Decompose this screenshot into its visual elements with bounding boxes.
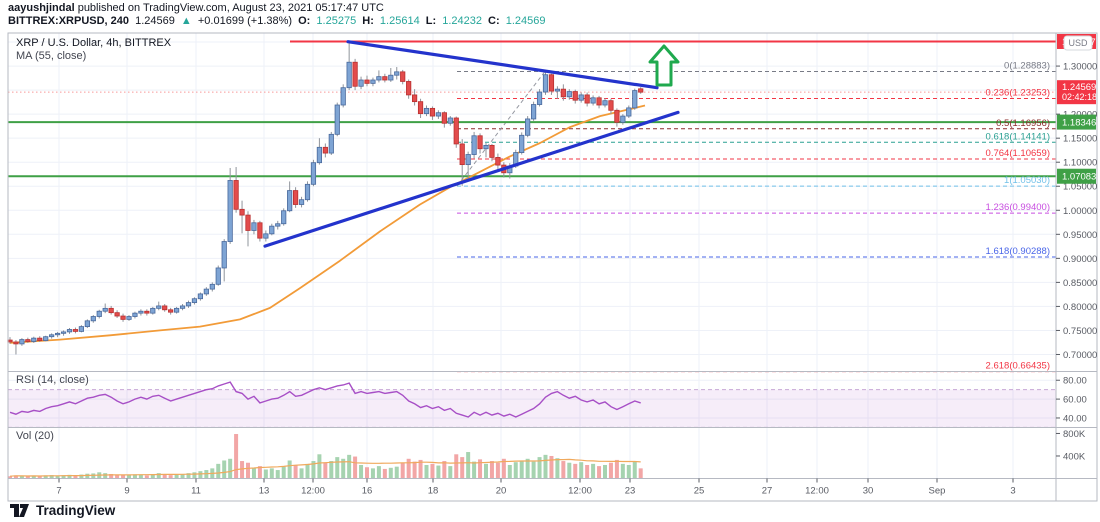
fib-labels: 0(1.28883) 0.236(1.23253) 0.5(1.16956) 0.61… [986, 60, 1050, 371]
svg-text:30: 30 [863, 486, 874, 497]
svg-text:23: 23 [625, 486, 636, 497]
svg-text:27: 27 [762, 486, 773, 497]
high-value: 1.25614 [379, 15, 420, 27]
rsi-line [9, 381, 641, 418]
svg-text:3: 3 [1010, 486, 1015, 497]
svg-text:0.85000: 0.85000 [1063, 278, 1097, 289]
legend-symbol[interactable]: XRP / U.S. Dollar, 4h, BITTREX [16, 37, 172, 49]
svg-text:0.90000: 0.90000 [1063, 254, 1097, 265]
svg-text:80.00: 80.00 [1063, 376, 1087, 387]
svg-text:Sep: Sep [929, 486, 946, 497]
volume-ma-line [9, 458, 641, 477]
svg-text:USD: USD [1068, 38, 1088, 48]
svg-text:1.05000: 1.05000 [1063, 182, 1097, 193]
svg-text:20: 20 [496, 486, 507, 497]
svg-text:1.00000: 1.00000 [1063, 206, 1097, 217]
high-label: H: [362, 15, 374, 27]
grid-layer [8, 33, 1056, 479]
svg-text:0.236(1.23253): 0.236(1.23253) [986, 88, 1050, 99]
horizontal-level-lines[interactable] [8, 40, 1056, 178]
time-axis[interactable]: 7 9 11 13 12:00 16 18 20 12:00 23 25 27 12:00 30 Sep 3 [56, 478, 1016, 497]
candles-layer [7, 41, 644, 355]
svg-text:60.00: 60.00 [1063, 395, 1087, 406]
legend-ma[interactable]: MA (55, close) [16, 50, 87, 62]
symbol-interval: BITTREX:XRPUSD, 240 [8, 15, 130, 27]
fib-retracement[interactable] [456, 70, 1056, 373]
svg-text:1.10000: 1.10000 [1063, 158, 1097, 169]
svg-text:13: 13 [259, 486, 270, 497]
svg-text:12:00: 12:00 [301, 486, 325, 497]
chart-background [8, 33, 1097, 501]
svg-text:0.618(1.14141): 0.618(1.14141) [986, 131, 1050, 142]
svg-text:9: 9 [124, 486, 129, 497]
tradingview-logo[interactable]: TradingView [10, 503, 115, 518]
svg-text:25: 25 [694, 486, 705, 497]
svg-text:0.764(1.10659): 0.764(1.10659) [986, 148, 1050, 159]
svg-text:400K: 400K [1063, 451, 1086, 462]
legend-rsi[interactable]: RSI (14, close) [16, 374, 89, 386]
svg-text:1.07083: 1.07083 [1062, 172, 1096, 183]
svg-text:0.5(1.16956): 0.5(1.16956) [996, 118, 1050, 129]
trendlines[interactable] [263, 40, 680, 248]
svg-text:0.75000: 0.75000 [1063, 326, 1097, 337]
up-arrow-drawing[interactable] [648, 44, 680, 87]
close-label: C: [488, 15, 500, 27]
svg-text:18: 18 [428, 486, 439, 497]
last-price: 1.24569 [135, 15, 175, 27]
svg-text:0.70000: 0.70000 [1063, 350, 1097, 361]
svg-text:7: 7 [56, 486, 61, 497]
open-value: 1.25275 [316, 15, 357, 27]
svg-text:12:00: 12:00 [568, 486, 592, 497]
currency-badge: USD [1063, 35, 1093, 51]
svg-text:1(1.05030): 1(1.05030) [1004, 175, 1050, 186]
tradingview-logo-text: TradingView [36, 503, 116, 518]
price-change: +0.01699 (+1.38%) [197, 15, 293, 27]
svg-text:02:42:18: 02:42:18 [1062, 92, 1097, 102]
svg-text:800K: 800K [1063, 429, 1086, 440]
svg-text:0.80000: 0.80000 [1063, 302, 1097, 313]
low-label: L: [425, 15, 437, 27]
svg-text:0.95000: 0.95000 [1063, 230, 1097, 241]
volume-layer [8, 434, 643, 479]
svg-text:1.24569: 1.24569 [1062, 82, 1096, 93]
svg-text:40.00: 40.00 [1063, 413, 1087, 424]
open-label: O: [298, 15, 311, 27]
byline-text: published on TradingView.com, August 23,… [74, 2, 384, 14]
svg-text:12:00: 12:00 [805, 486, 829, 497]
symbol-summary: BITTREX:XRPUSD, 240 1.24569 ▲ +0.01699 (… [8, 15, 548, 27]
svg-text:1.618(0.90288): 1.618(0.90288) [986, 246, 1050, 257]
ma-55-line [9, 104, 646, 344]
tradingview-logo-icon [10, 503, 29, 517]
author-name: aayushjindal [8, 2, 75, 14]
close-value: 1.24569 [505, 15, 546, 27]
svg-text:1.236(0.99400): 1.236(0.99400) [986, 202, 1050, 213]
svg-text:1.30000: 1.30000 [1063, 62, 1097, 73]
svg-text:1.18346: 1.18346 [1062, 118, 1096, 129]
svg-text:11: 11 [191, 486, 201, 497]
svg-text:0(1.28883): 0(1.28883) [1004, 60, 1050, 71]
byline: aayushjindal published on TradingView.co… [8, 2, 384, 14]
change-arrow-icon: ▲ [180, 15, 192, 27]
svg-text:16: 16 [362, 486, 373, 497]
legend-vol[interactable]: Vol (20) [16, 430, 54, 442]
svg-text:2.618(0.66435): 2.618(0.66435) [986, 361, 1050, 372]
svg-text:1.15000: 1.15000 [1063, 134, 1097, 145]
low-value: 1.24232 [442, 15, 482, 27]
panel-borders [7, 32, 1098, 502]
